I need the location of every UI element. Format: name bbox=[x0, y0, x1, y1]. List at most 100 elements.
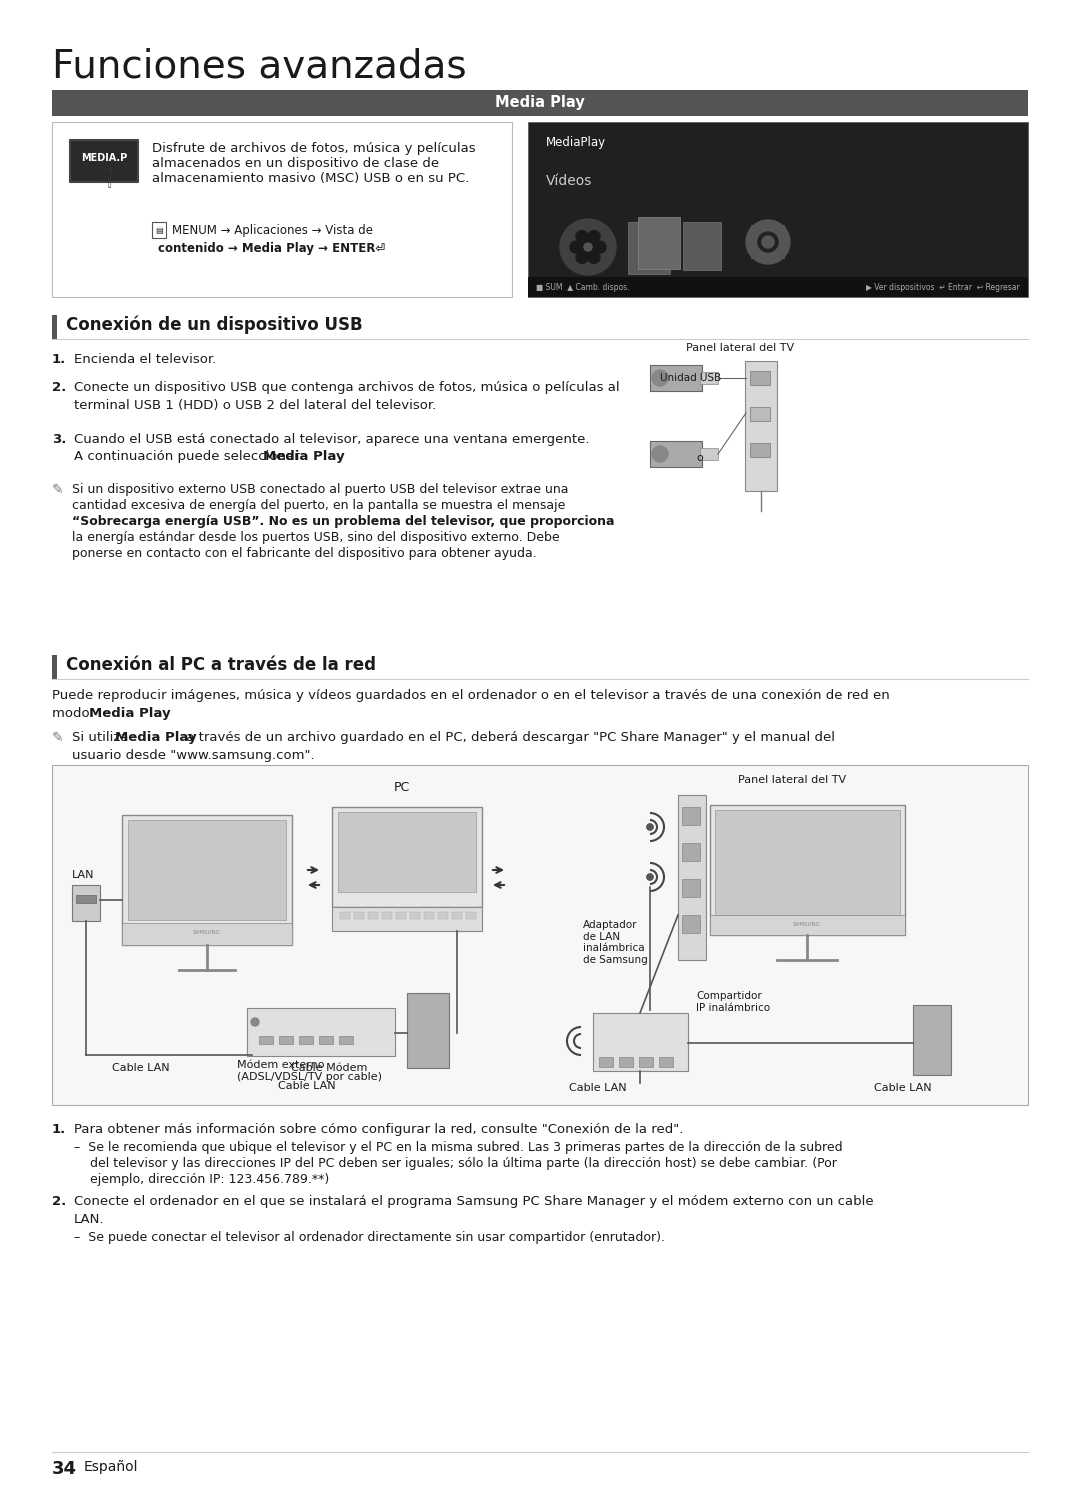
Text: LAN.: LAN. bbox=[75, 1213, 105, 1227]
Bar bbox=[332, 907, 482, 931]
Bar bbox=[650, 441, 702, 468]
Bar bbox=[52, 123, 512, 297]
Text: a través de un archivo guardado en el PC, deberá descargar "PC Share Manager" y : a través de un archivo guardado en el PC… bbox=[183, 731, 835, 744]
Bar bbox=[715, 810, 900, 914]
Text: Cable LAN: Cable LAN bbox=[569, 1083, 626, 1094]
Bar bbox=[332, 807, 482, 907]
Bar bbox=[700, 448, 718, 460]
Bar bbox=[619, 1056, 633, 1067]
Bar bbox=[659, 1056, 673, 1067]
Bar bbox=[681, 843, 700, 861]
Text: –  Se puede conectar el televisor al ordenador directamente sin usar compartidor: – Se puede conectar el televisor al orde… bbox=[75, 1231, 665, 1245]
Text: usuario desde "www.samsung.com".: usuario desde "www.samsung.com". bbox=[72, 748, 314, 762]
Text: MediaPlay: MediaPlay bbox=[546, 136, 606, 149]
Bar bbox=[913, 1005, 951, 1076]
Text: Conecte el ordenador en el que se instalará el programa Samsung PC Share Manager: Conecte el ordenador en el que se instal… bbox=[75, 1195, 874, 1209]
Text: Conecte un dispositivo USB que contenga archivos de fotos, música o películas al: Conecte un dispositivo USB que contenga … bbox=[75, 381, 620, 394]
Text: ✎: ✎ bbox=[52, 731, 64, 746]
Text: PC: PC bbox=[394, 781, 410, 793]
Bar bbox=[52, 654, 57, 678]
Text: Si utiliza: Si utiliza bbox=[72, 731, 133, 744]
Text: ejemplo, dirección IP: 123.456.789.**): ejemplo, dirección IP: 123.456.789.**) bbox=[75, 1173, 329, 1186]
Circle shape bbox=[762, 236, 774, 248]
Circle shape bbox=[588, 230, 600, 242]
Bar bbox=[52, 315, 57, 339]
Text: 1.: 1. bbox=[52, 353, 66, 366]
Text: Media Play: Media Play bbox=[114, 731, 197, 744]
Bar bbox=[407, 994, 449, 1068]
Bar bbox=[354, 911, 364, 919]
Text: ■ SUM  ▲ Camb. dispos.: ■ SUM ▲ Camb. dispos. bbox=[536, 282, 630, 291]
Circle shape bbox=[647, 874, 653, 880]
Text: Módem externo
(ADSL/VDSL/TV por cable): Módem externo (ADSL/VDSL/TV por cable) bbox=[237, 1061, 382, 1082]
Bar bbox=[764, 220, 772, 229]
Text: contenido → Media Play → ENTER⏎: contenido → Media Play → ENTER⏎ bbox=[158, 242, 386, 255]
Bar bbox=[396, 911, 406, 919]
Bar bbox=[777, 226, 785, 233]
Circle shape bbox=[251, 1017, 259, 1026]
Text: 34: 34 bbox=[52, 1460, 77, 1478]
Text: terminal USB 1 (HDD) o USB 2 del lateral del televisor.: terminal USB 1 (HDD) o USB 2 del lateral… bbox=[75, 399, 436, 412]
Bar bbox=[465, 911, 476, 919]
Bar bbox=[683, 223, 721, 270]
Circle shape bbox=[652, 371, 669, 385]
Bar bbox=[424, 911, 434, 919]
Text: A continuación puede seleccionar: A continuación puede seleccionar bbox=[75, 450, 303, 463]
Text: 1.: 1. bbox=[52, 1123, 66, 1135]
Bar bbox=[299, 1035, 313, 1044]
Text: –  Se le recomienda que ubique el televisor y el PC en la misma subred. Las 3 pr: – Se le recomienda que ubique el televis… bbox=[75, 1141, 842, 1153]
Bar bbox=[777, 251, 785, 258]
Bar bbox=[750, 406, 770, 421]
Text: Panel lateral del TV: Panel lateral del TV bbox=[686, 344, 794, 353]
Text: la energía estándar desde los puertos USB, sino del dispositivo externo. Debe: la energía estándar desde los puertos US… bbox=[72, 530, 559, 544]
Text: 3.: 3. bbox=[52, 433, 66, 447]
Text: cantidad excesiva de energía del puerto, en la pantalla se muestra el mensaje: cantidad excesiva de energía del puerto,… bbox=[72, 499, 565, 512]
Text: .: . bbox=[330, 450, 335, 463]
Text: SAMSUNG: SAMSUNG bbox=[193, 931, 221, 935]
Bar bbox=[710, 805, 905, 935]
Bar bbox=[710, 914, 905, 935]
Bar bbox=[528, 123, 1028, 297]
Text: Adaptador
de LAN
inalámbrica
de Samsung: Adaptador de LAN inalámbrica de Samsung bbox=[583, 920, 648, 965]
Circle shape bbox=[588, 251, 600, 263]
Text: 2.: 2. bbox=[52, 1195, 66, 1209]
Circle shape bbox=[647, 825, 653, 831]
Circle shape bbox=[647, 825, 653, 831]
Text: modo: modo bbox=[52, 707, 94, 720]
Text: Compartidor
IP inalámbrico: Compartidor IP inalámbrico bbox=[696, 991, 770, 1013]
Bar bbox=[122, 816, 292, 946]
Bar bbox=[52, 90, 1028, 117]
Text: Español: Español bbox=[84, 1460, 138, 1475]
Text: Encienda el televisor.: Encienda el televisor. bbox=[75, 353, 216, 366]
Bar bbox=[678, 795, 706, 961]
Bar bbox=[764, 255, 772, 264]
Bar bbox=[750, 371, 770, 385]
Text: ▶ Ver dispositivos  ↵ Entrar  ↩ Regresar: ▶ Ver dispositivos ↵ Entrar ↩ Regresar bbox=[866, 282, 1020, 291]
Text: .: . bbox=[157, 707, 161, 720]
Text: Cable LAN: Cable LAN bbox=[874, 1083, 932, 1094]
Bar bbox=[453, 911, 462, 919]
Bar bbox=[638, 217, 680, 269]
Bar bbox=[438, 911, 448, 919]
Bar bbox=[681, 878, 700, 896]
Bar bbox=[599, 1056, 613, 1067]
Bar bbox=[279, 1035, 293, 1044]
Text: ☟: ☟ bbox=[95, 166, 112, 194]
Text: Funciones avanzadas: Funciones avanzadas bbox=[52, 46, 467, 85]
Bar bbox=[319, 1035, 333, 1044]
Bar bbox=[627, 223, 670, 273]
Bar bbox=[528, 276, 1028, 297]
Text: “Sobrecarga energía USB”. No es un problema del televisor, que proporciona: “Sobrecarga energía USB”. No es un probl… bbox=[72, 515, 615, 527]
Text: ▤: ▤ bbox=[156, 226, 163, 235]
Bar bbox=[752, 226, 759, 233]
Text: Panel lateral del TV: Panel lateral del TV bbox=[738, 775, 846, 784]
Text: MEDIA.P: MEDIA.P bbox=[81, 152, 127, 163]
Text: Disfrute de archivos de fotos, música y películas
almacenados en un dispositivo : Disfrute de archivos de fotos, música y … bbox=[152, 142, 475, 185]
Bar bbox=[650, 365, 702, 391]
Text: 2.: 2. bbox=[52, 381, 66, 394]
Text: Cuando el USB está conectado al televisor, aparece una ventana emergente.: Cuando el USB está conectado al televiso… bbox=[75, 433, 590, 447]
Text: Cable LAN: Cable LAN bbox=[112, 1064, 170, 1073]
Text: ✎: ✎ bbox=[52, 483, 64, 498]
Circle shape bbox=[570, 241, 582, 252]
Bar bbox=[745, 362, 777, 492]
